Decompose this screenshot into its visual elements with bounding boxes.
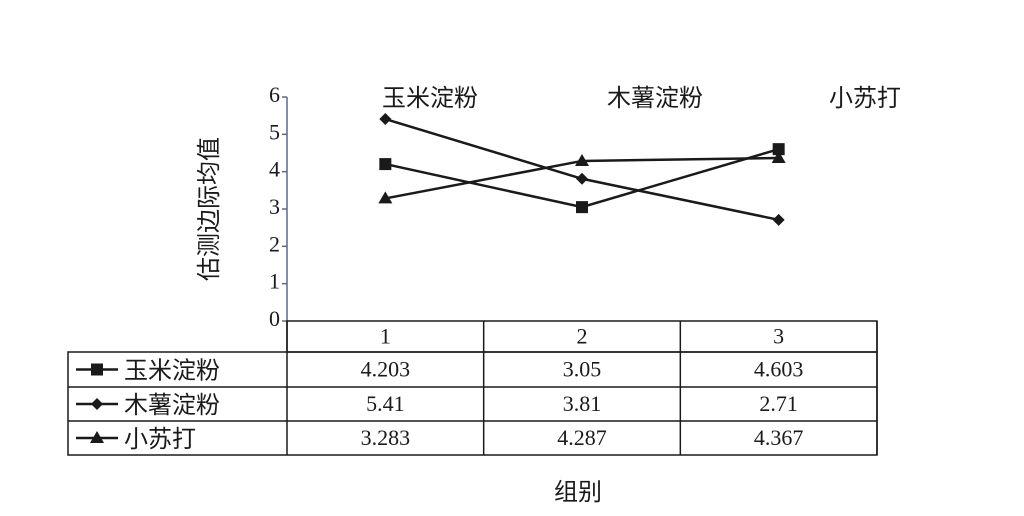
- table-value: 2.71: [759, 391, 798, 416]
- marker: [379, 113, 392, 126]
- annotation: 木薯淀粉: [607, 84, 703, 112]
- x-tick-label: 2: [577, 324, 588, 349]
- y-tick-label: 6: [269, 82, 280, 107]
- marker: [91, 363, 103, 376]
- legend-label: 木薯淀粉: [124, 391, 220, 419]
- table-value: 4.287: [557, 425, 607, 450]
- marker: [772, 213, 785, 226]
- y-tick-label: 3: [269, 194, 280, 219]
- table-value: 3.283: [361, 425, 411, 450]
- marker: [576, 172, 588, 185]
- y-tick-label: 4: [269, 157, 280, 182]
- table-value: 4.603: [754, 357, 804, 382]
- x-tick-label: 3: [773, 324, 784, 349]
- table-value: 3.05: [563, 357, 602, 382]
- x-axis-label: 组别: [554, 478, 602, 506]
- y-tick-label: 1: [269, 269, 280, 294]
- marker: [771, 150, 786, 163]
- annotation: 小苏打: [829, 84, 901, 112]
- y-tick-label: 0: [269, 306, 280, 331]
- marker: [575, 153, 589, 166]
- y-tick-label: 2: [269, 231, 280, 256]
- table-value: 5.41: [366, 391, 405, 416]
- marker: [772, 143, 785, 156]
- marker: [576, 201, 588, 214]
- table-value: 4.203: [361, 357, 411, 382]
- legend-label: 玉米淀粉: [124, 357, 220, 385]
- table-value: 3.81: [563, 391, 602, 416]
- y-axis-label: 估测边际均值: [195, 137, 223, 281]
- marker: [379, 158, 392, 171]
- table-value: 4.367: [754, 425, 804, 450]
- marker: [91, 398, 103, 410]
- marker: [90, 431, 104, 443]
- annotation: 玉米淀粉: [382, 84, 478, 112]
- marker: [378, 191, 393, 204]
- x-tick-label: 1: [380, 324, 391, 349]
- legend-label: 小苏打: [124, 425, 196, 453]
- y-tick-label: 5: [269, 119, 280, 144]
